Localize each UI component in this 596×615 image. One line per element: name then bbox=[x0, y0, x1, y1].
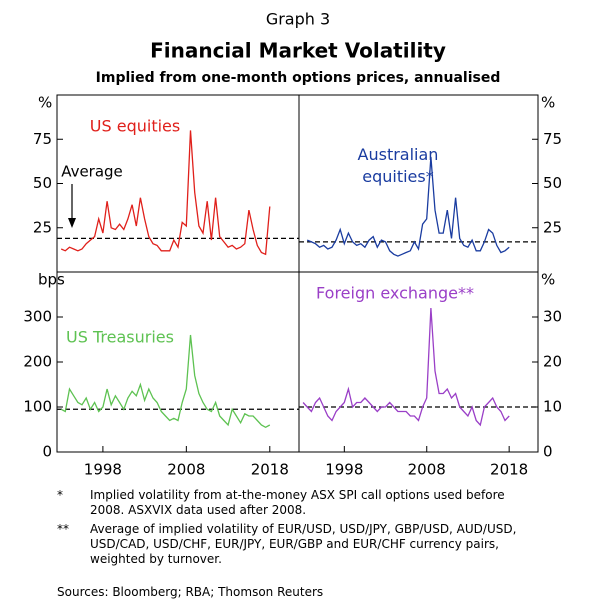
y-tick-label: 75 bbox=[543, 130, 562, 148]
y-tick-label: 25 bbox=[33, 218, 52, 236]
y-tick-label: 30 bbox=[543, 308, 562, 326]
x-tick-label: 1998 bbox=[84, 461, 122, 479]
x-tick-label: 2018 bbox=[251, 461, 289, 479]
footnote: ** Average of implied volatility of EUR/U… bbox=[57, 522, 527, 567]
series-line bbox=[60, 130, 271, 256]
y-tick-label: 50 bbox=[33, 174, 52, 192]
y-tick-label: 75 bbox=[33, 130, 52, 148]
series-label: Australian equities* bbox=[358, 145, 439, 186]
chart: Graph 3 Financial Market Volatility Impl… bbox=[23, 10, 562, 479]
series-label: Foreign exchange** bbox=[316, 284, 474, 303]
series-line bbox=[306, 156, 510, 257]
chart-subtitle: Implied from one-month options prices, a… bbox=[96, 70, 501, 86]
footnote-text: Implied volatility from at-the-money ASX… bbox=[90, 488, 505, 517]
x-tick-label: 2018 bbox=[490, 461, 528, 479]
sources: Sources: Bloomberg; RBA; Thomson Reuters bbox=[57, 585, 324, 599]
x-tick-label: 2008 bbox=[408, 461, 446, 479]
footnote-text: Average of implied volatility of EUR/USD… bbox=[90, 522, 517, 566]
y-tick-label: 300 bbox=[23, 308, 52, 326]
y-tick-label: 20 bbox=[543, 353, 562, 371]
y-tick-label: 25 bbox=[543, 218, 562, 236]
y-unit: bps bbox=[38, 271, 65, 289]
y-unit: % bbox=[38, 94, 52, 112]
series-line bbox=[302, 307, 510, 427]
annotation: Average bbox=[61, 163, 123, 181]
y-tick-label: 0 bbox=[543, 443, 553, 461]
y-tick-label: 0 bbox=[42, 443, 52, 461]
series-label: US equities bbox=[90, 117, 180, 136]
series-label: US Treasuries bbox=[66, 328, 174, 347]
y-tick-label: 50 bbox=[543, 174, 562, 192]
x-tick-label: 1998 bbox=[325, 461, 363, 479]
series-line bbox=[60, 334, 271, 429]
y-tick-label: 10 bbox=[543, 398, 562, 416]
y-unit: % bbox=[541, 94, 555, 112]
marker: ** bbox=[57, 522, 69, 536]
marker: * bbox=[57, 488, 63, 502]
y-tick-label: 100 bbox=[23, 398, 52, 416]
arrow-head bbox=[68, 218, 76, 228]
footnote: * Implied volatility from at-the-money AS… bbox=[57, 488, 527, 518]
y-tick-label: 200 bbox=[23, 353, 52, 371]
x-tick-label: 2008 bbox=[167, 461, 205, 479]
footnotes: * Implied volatility from at-the-money AS… bbox=[57, 488, 527, 571]
chart-title: Financial Market Volatility bbox=[150, 39, 446, 63]
graph-label: Graph 3 bbox=[266, 10, 330, 29]
frame bbox=[56, 94, 539, 453]
y-unit: % bbox=[541, 271, 555, 289]
